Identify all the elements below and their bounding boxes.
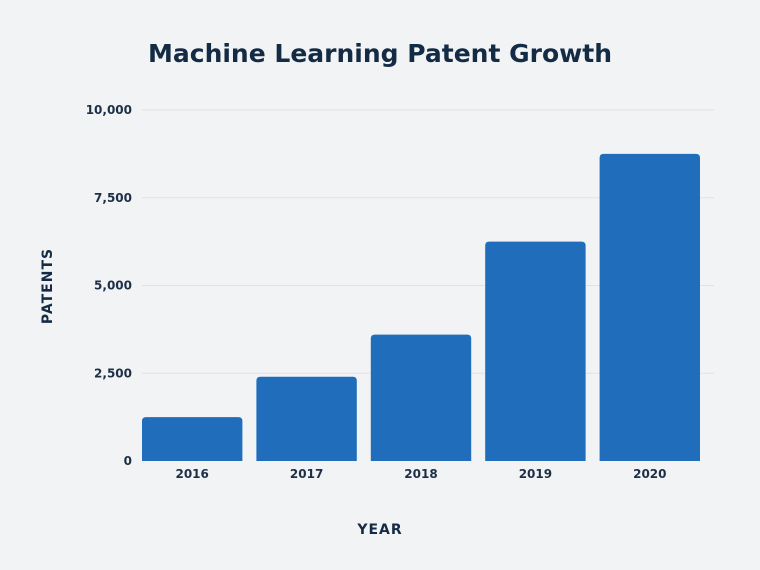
y-tick-label: 10,000: [86, 103, 132, 117]
bar-2018: [370, 334, 472, 461]
bar-2017: [256, 376, 357, 461]
y-tick-label: 7,500: [94, 191, 132, 205]
x-tick-label: 2017: [290, 467, 323, 481]
x-tick-label: 2018: [404, 467, 437, 481]
y-tick-label: 5,000: [94, 279, 132, 293]
bar-2016: [142, 417, 243, 461]
x-axis-title: YEAR: [356, 522, 402, 538]
x-tick-labels: 2016 2017 2018 2019 2020: [175, 467, 666, 481]
y-tick-label: 2,500: [94, 366, 132, 380]
bar-2020: [599, 153, 700, 461]
y-axis-title: PATENTS: [40, 248, 56, 324]
chart-title: Machine Learning Patent Growth: [148, 39, 612, 68]
x-tick-label: 2020: [633, 467, 666, 481]
x-tick-label: 2016: [175, 467, 208, 481]
bars: [142, 153, 700, 461]
y-tick-label: 0: [124, 454, 132, 468]
x-tick-label: 2019: [519, 467, 552, 481]
bar-2019: [485, 241, 586, 461]
y-tick-labels: 0 2,500 5,000 7,500 10,000: [86, 103, 132, 468]
